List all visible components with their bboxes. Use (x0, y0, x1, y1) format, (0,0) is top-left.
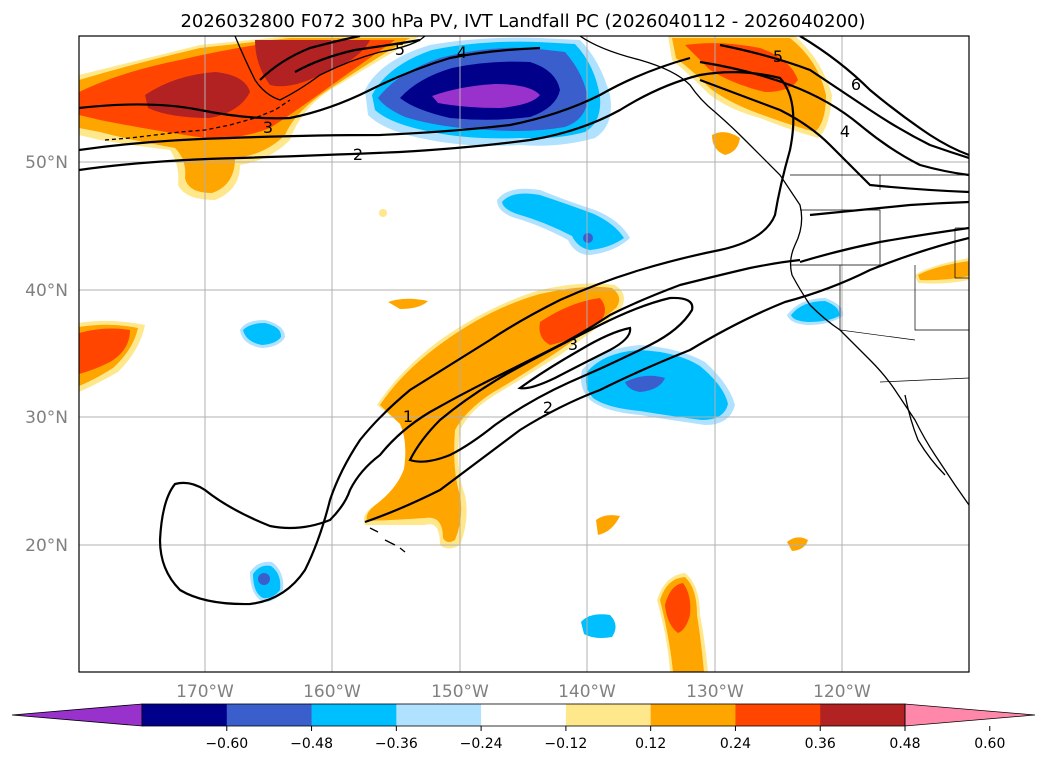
map-area: 1 2 2 3 3 4 4 5 5 6 (79, 36, 969, 672)
aleutian-islands (104, 99, 291, 141)
contour-5-north (259, 36, 361, 81)
lon-label: 150°W (431, 682, 489, 702)
contour-labels: 1 2 2 3 3 4 4 5 5 6 (263, 40, 861, 426)
contour-2-north (79, 56, 691, 152)
colorbar-segment (650, 704, 736, 726)
alaska-coast (234, 36, 426, 101)
colorbar-segment (142, 704, 228, 726)
figure-title: 2026032800 F072 300 hPa PV, IVT Landfall… (180, 11, 865, 32)
map-frame (78, 35, 970, 673)
colorbar-segment (226, 704, 313, 726)
contour-label: 3 (568, 335, 578, 354)
colorbar-segment (565, 704, 652, 726)
contour-label: 3 (263, 118, 273, 137)
baja-coast (904, 394, 946, 476)
lat-label: 20°N (25, 536, 68, 556)
shade-mid-negative (497, 188, 630, 255)
lon-label: 130°W (686, 682, 744, 702)
gridlines (79, 36, 969, 672)
contour-2-south (408, 296, 694, 463)
contour-label: 6 (851, 75, 861, 94)
contour-label: 2 (543, 398, 553, 417)
lon-label: 140°W (558, 682, 616, 702)
colorbar-tick-label: 0.48 (889, 736, 920, 752)
colorbar-frame (141, 703, 906, 727)
contour-4-east (699, 60, 969, 177)
contour-1 (79, 71, 801, 606)
colorbar-segment (311, 704, 397, 726)
north-america-coast (579, 36, 969, 506)
colorbar-tick-label: −0.12 (544, 736, 587, 752)
lon-label: 120°W (813, 682, 871, 702)
colorbar-extend-high (904, 703, 1036, 727)
colorbar-tick-label: 0.60 (974, 736, 1005, 752)
contour-label: 5 (773, 47, 783, 66)
hawaiian-islands (369, 527, 406, 553)
colorbar: −0.60 −0.48 −0.36 −0.24 −0.12 0.12 0.24 0.36 0.4… (11, 703, 1036, 752)
contour-label: 2 (353, 145, 363, 164)
colorbar-segment (396, 704, 482, 726)
ivt-contours (79, 36, 969, 606)
contour-3-south (517, 326, 632, 390)
colorbar-segment (820, 704, 906, 726)
contour-3-east (699, 78, 969, 194)
shade-small-pos-1 (388, 298, 428, 309)
contour-2-band (364, 236, 969, 524)
contour-east-lower (809, 200, 969, 217)
contour-6-east (799, 36, 969, 157)
contour-label: 4 (457, 43, 467, 62)
colorbar-tick-label: −0.60 (205, 736, 248, 752)
lat-label: 40°N (25, 281, 68, 301)
contour-4-north (294, 38, 421, 73)
contour-3-north (79, 46, 541, 120)
colorbar-tick-label: −0.36 (375, 736, 418, 752)
shade-small-pos-3 (787, 537, 808, 551)
colorbar-tick-label: −0.24 (460, 736, 503, 752)
contour-5-east (719, 43, 969, 160)
longitude-labels: 170°W 160°W 150°W 140°W 130°W 120°W (176, 682, 871, 702)
contour-label: 4 (840, 122, 850, 141)
shade-subtropical-negative (581, 345, 735, 425)
shade-south-positive (657, 573, 708, 672)
shade-small-pos-2 (596, 515, 620, 535)
shade-subtropical-positive (363, 283, 624, 549)
colorbar-tick-label: 0.24 (720, 736, 751, 752)
colorbar-tick-label: −0.48 (290, 736, 333, 752)
lat-label: 30°N (25, 408, 68, 428)
lat-label: 50°N (25, 153, 68, 173)
lon-label: 160°W (303, 682, 361, 702)
shade-small-neg-2 (581, 614, 616, 638)
latitude-labels: 50°N 40°N 30°N 20°N (25, 153, 68, 556)
lon-label: 170°W (176, 682, 234, 702)
contour-label: 1 (403, 407, 413, 426)
contour-2-east (799, 226, 969, 264)
colorbar-segment (481, 704, 567, 726)
colorbar-tick-label: 0.12 (635, 736, 666, 752)
colorbar-segment (735, 704, 821, 726)
colorbar-tick-label: 0.36 (805, 736, 836, 752)
contour-label: 5 (395, 40, 405, 59)
coastlines (104, 36, 969, 553)
colorbar-extend-low (11, 703, 143, 727)
